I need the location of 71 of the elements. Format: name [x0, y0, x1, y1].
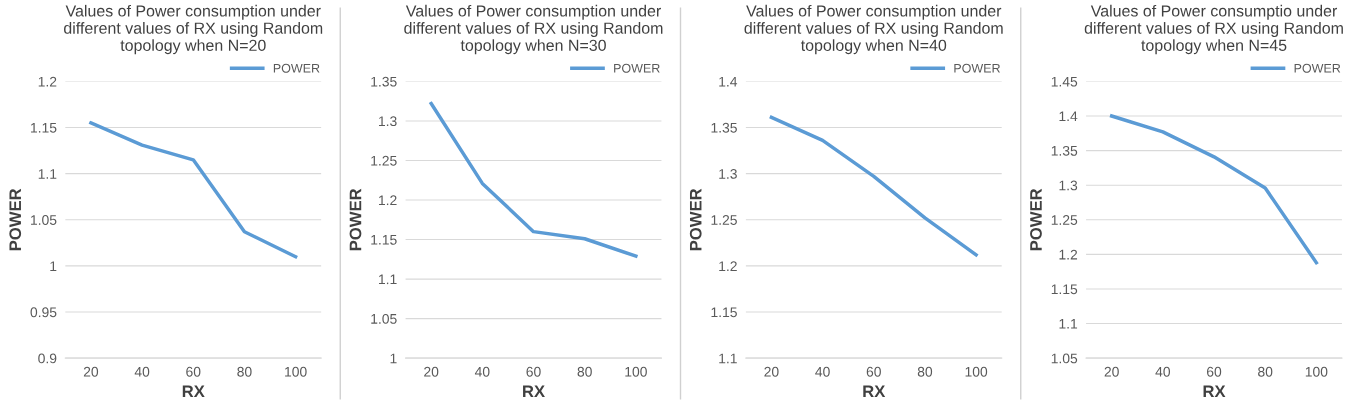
chart-title: Values of Power consumption under different values of RX using Random topology when N=40 — [744, 4, 1003, 55]
y-tick-label: 1.15 — [371, 235, 397, 245]
x-tick-label: 40 — [815, 366, 830, 377]
x-tick-label: 80 — [1258, 366, 1273, 377]
x-tick-label: 40 — [134, 366, 150, 377]
y-tick-label: 1.15 — [1051, 284, 1078, 295]
x-tick-label: 100 — [965, 366, 988, 377]
y-tick-label: 1.4 — [1059, 111, 1078, 122]
y-tick-label: 1.35 — [1051, 145, 1078, 156]
x-tick-label: 20 — [83, 366, 99, 377]
y-tick-label: 1.1 — [1059, 319, 1078, 329]
x-tick-label: 80 — [917, 366, 933, 377]
x-tick-label: 80 — [237, 366, 252, 377]
y-tick-label: 1.3 — [379, 116, 397, 127]
x-tick-label: 20 — [424, 366, 439, 377]
x-tick-label: 40 — [474, 366, 490, 377]
y-tick-label: 1.25 — [371, 155, 397, 166]
y-tick-label: 1 — [390, 353, 397, 364]
y-tick-label: 1.05 — [371, 313, 397, 324]
chart-title: Values of Power consumption under different values of RX using Random topology when N=20 — [64, 4, 323, 55]
line-series — [89, 121, 298, 259]
y-tick-label: 1 — [50, 261, 57, 271]
x-tick-label: 100 — [285, 366, 307, 377]
x-axis-title: RX — [182, 385, 205, 398]
y-tick-label: 0.9 — [38, 353, 57, 364]
x-tick-label: 100 — [625, 366, 647, 377]
y-tick-label: 0.95 — [30, 307, 57, 318]
x-tick-label: 60 — [1206, 366, 1222, 377]
y-tick-label: 1.2 — [1059, 249, 1078, 260]
x-tick-label: 20 — [1104, 366, 1119, 377]
chart-title: Values of Power consumptio under different values of RX using Random topology when N=45 — [1084, 4, 1343, 55]
y-tick-label: 1.35 — [711, 122, 737, 133]
line-series — [429, 101, 638, 258]
y-tick-label: 1.2 — [719, 261, 737, 271]
y-axis-title: POWER — [689, 188, 702, 251]
y-tick-label: 1.25 — [1051, 215, 1078, 225]
y-tick-label: 1.3 — [719, 168, 737, 179]
x-tick-label: 40 — [1155, 366, 1171, 377]
y-tick-label: 1.4 — [719, 76, 738, 87]
y-tick-label: 1.45 — [1051, 76, 1078, 87]
chart-title: Values of Power consumption under different values of RX using Random topology when N=30 — [404, 4, 663, 55]
y-tick-label: 1.1 — [719, 353, 737, 364]
y-tick-label: 1.15 — [31, 123, 57, 133]
y-tick-label: 1.15 — [711, 307, 737, 318]
x-tick-label: 20 — [764, 366, 779, 377]
y-axis-title: POWER — [349, 188, 362, 251]
x-tick-label: 60 — [526, 366, 541, 377]
x-axis-title: RX — [863, 385, 886, 398]
legend-label: POWER — [273, 63, 320, 73]
y-tick-label: 1.1 — [379, 274, 397, 285]
y-axis-title: POWER — [9, 188, 22, 251]
x-tick-label: 100 — [1305, 366, 1328, 377]
y-tick-label: 1.2 — [38, 76, 57, 87]
x-tick-label: 60 — [866, 366, 881, 377]
line-series — [1109, 114, 1319, 265]
y-tick-label: 1.35 — [371, 76, 397, 87]
x-axis-title: RX — [1203, 385, 1226, 398]
line-series — [769, 115, 978, 257]
x-tick-label: 80 — [577, 366, 592, 377]
y-tick-label: 1.1 — [38, 169, 57, 179]
legend-label: POWER — [614, 63, 660, 73]
x-axis-title: RX — [523, 385, 545, 398]
y-axis-title: POWER — [1030, 188, 1042, 251]
y-tick-label: 1.2 — [379, 195, 397, 206]
y-tick-label: 1.25 — [711, 215, 737, 225]
x-tick-label: 60 — [186, 366, 201, 377]
y-tick-label: 1.05 — [1051, 353, 1078, 364]
y-tick-label: 1.05 — [31, 215, 57, 225]
y-tick-label: 1.3 — [1059, 180, 1078, 191]
legend-label: POWER — [954, 63, 1000, 73]
legend-label: POWER — [1294, 63, 1341, 73]
